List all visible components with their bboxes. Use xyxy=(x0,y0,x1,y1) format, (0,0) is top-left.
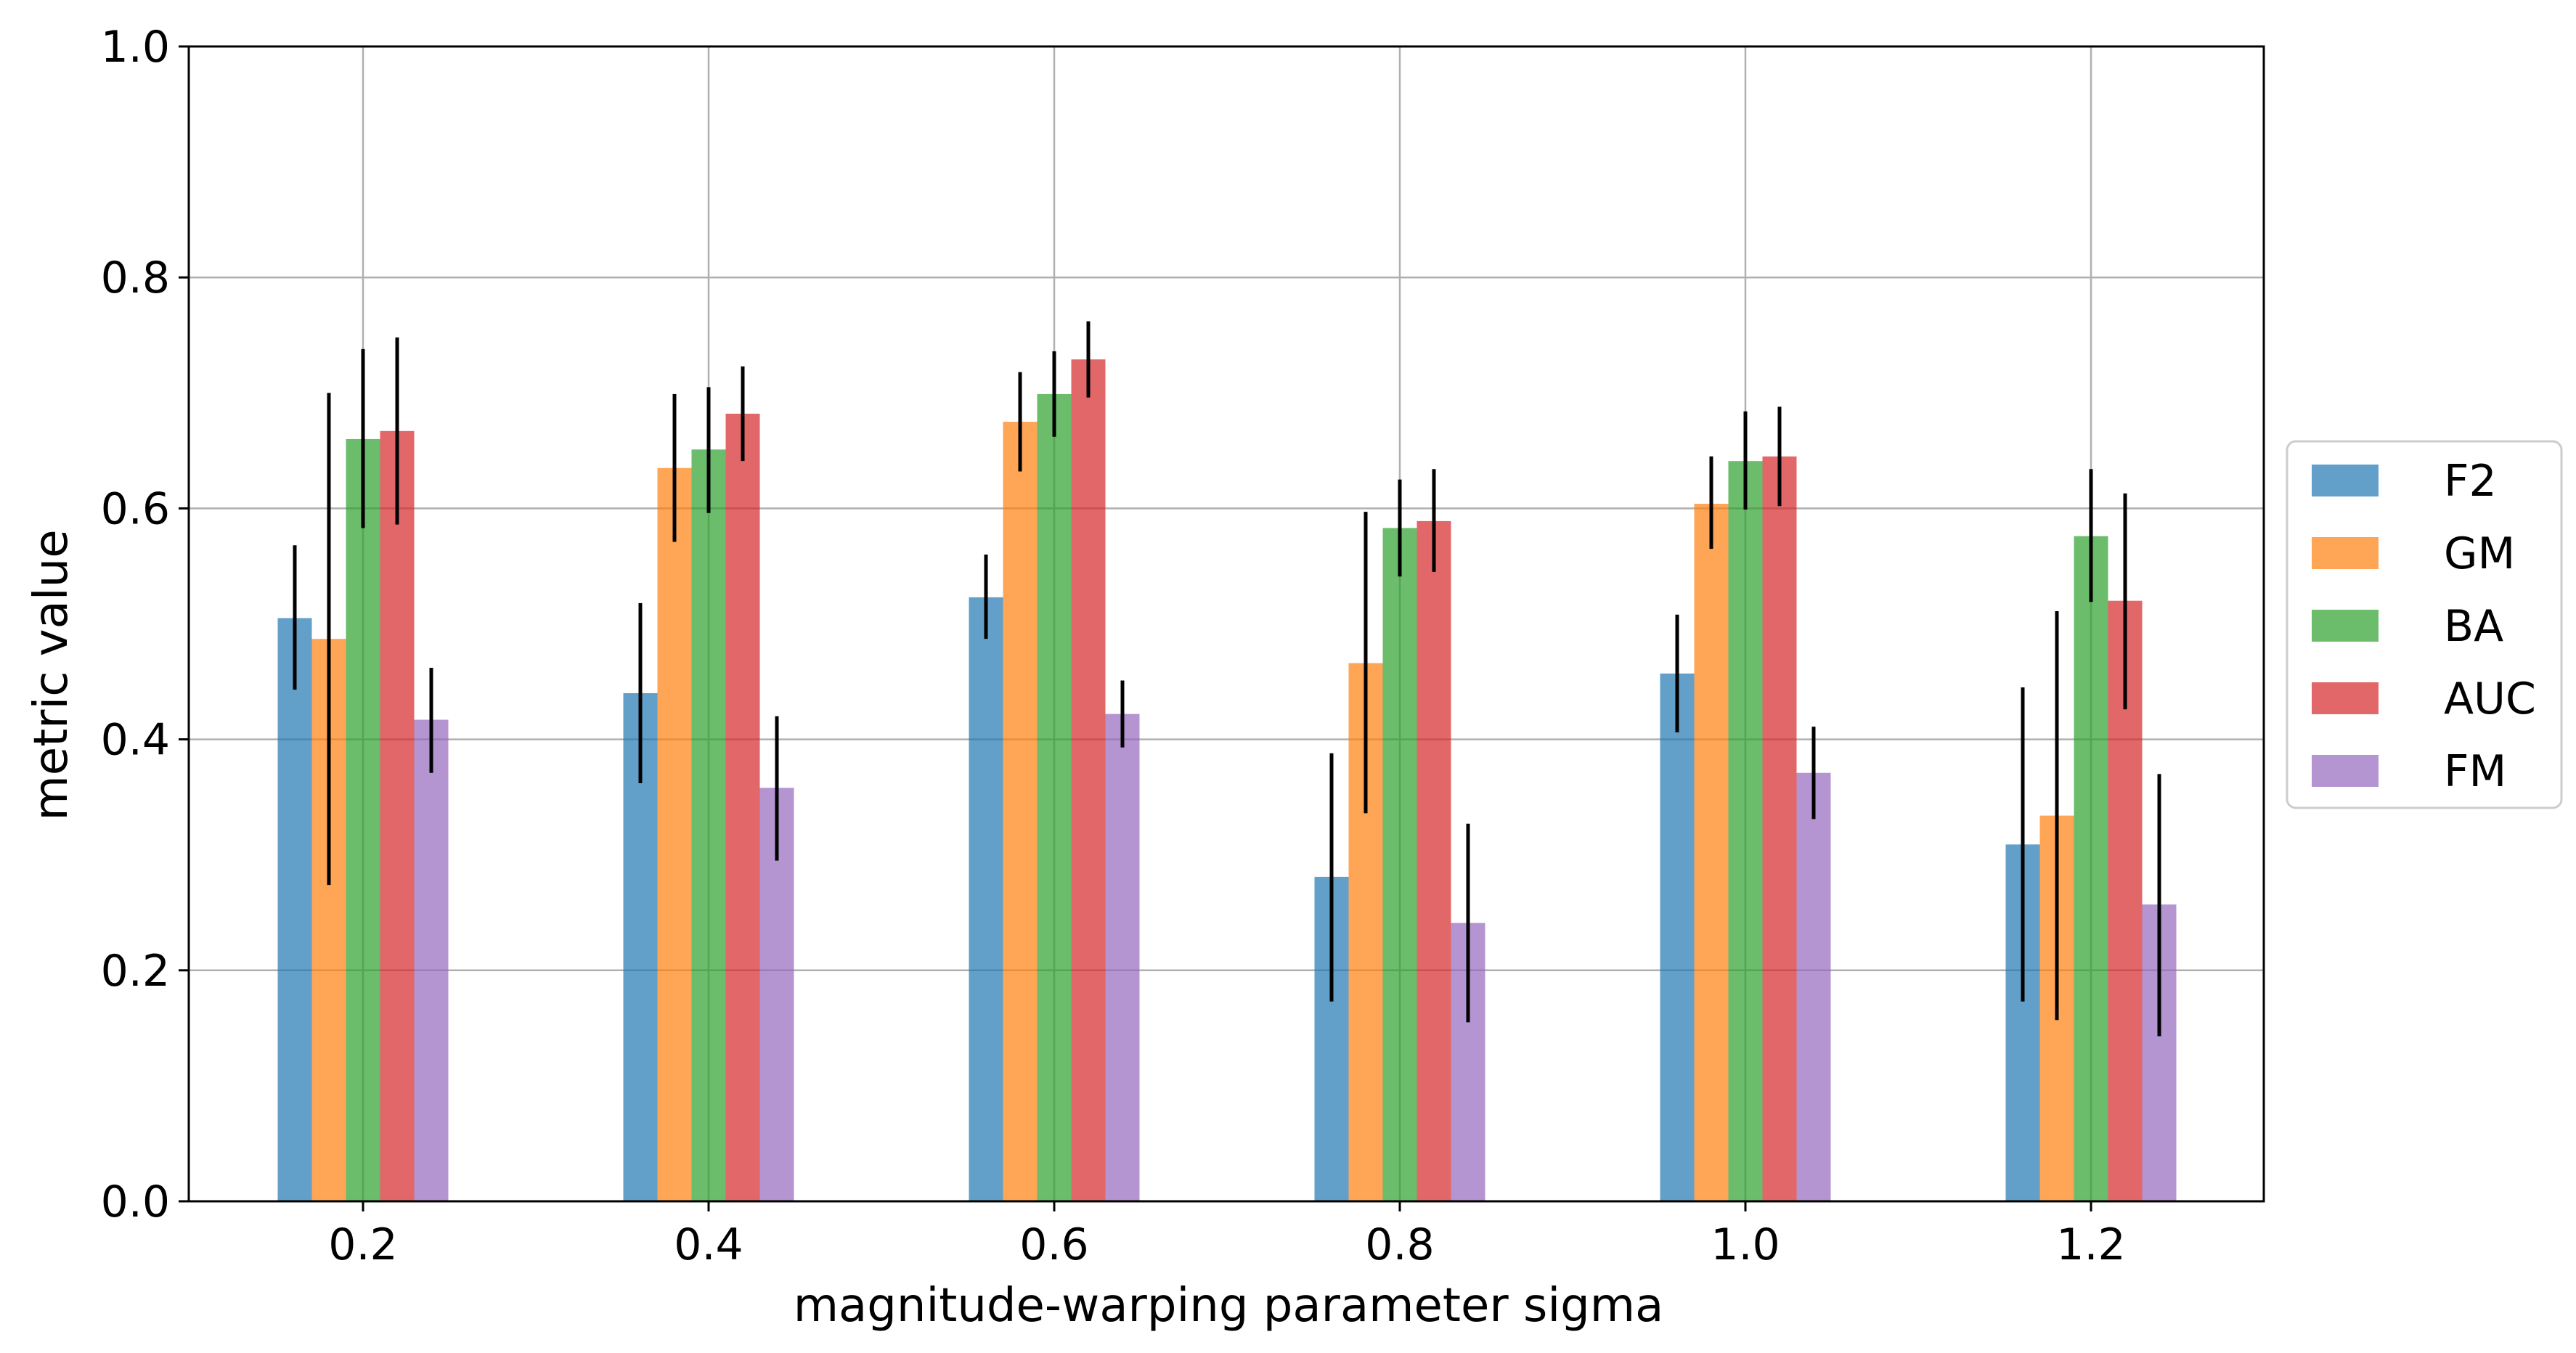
bar-ba xyxy=(1037,393,1072,1201)
error-bars xyxy=(293,321,2161,1037)
x-tick-label: 1.0 xyxy=(1711,1219,1780,1270)
y-tick-label: 0.8 xyxy=(101,253,170,303)
legend-label-fm: FM xyxy=(2444,746,2506,797)
bar-ba xyxy=(2074,536,2108,1201)
legend: F2 GM BA AUC FM xyxy=(2286,440,2563,809)
x-tick-label: 0.8 xyxy=(1365,1219,1434,1270)
legend-swatch-gm xyxy=(2312,537,2379,569)
y-tick-label: 0.0 xyxy=(101,1177,170,1227)
axis-ticks: 0.0 0.2 0.4 0.6 0.8 1.0 0.2 0.4 0.6 0.8 1.0 1.2 xyxy=(101,22,2126,1270)
x-tick-label: 0.6 xyxy=(1019,1219,1088,1270)
legend-swatch-fm xyxy=(2312,755,2379,787)
bar-ba xyxy=(691,449,726,1201)
bar-fm xyxy=(1105,714,1140,1201)
bar-f2 xyxy=(969,597,1003,1201)
plot-frame xyxy=(187,45,2265,1203)
grid-lines xyxy=(189,46,2264,1201)
bar-auc xyxy=(725,413,760,1201)
bar-fm xyxy=(1796,772,1831,1201)
bar-f2 xyxy=(277,618,312,1201)
y-tick-label: 0.6 xyxy=(101,483,170,534)
bar-auc xyxy=(1071,359,1106,1201)
legend-label-auc: AUC xyxy=(2444,674,2536,724)
y-axis-title: metric value xyxy=(25,529,78,820)
legend-label-gm: GM xyxy=(2444,528,2515,579)
legend-box xyxy=(2286,440,2563,809)
legend-label-ba: BA xyxy=(2444,601,2503,652)
bar-gm xyxy=(1694,504,1729,1201)
legend-swatch-f2 xyxy=(2312,465,2379,496)
bar-auc xyxy=(1417,520,1451,1201)
y-tick-label: 1.0 xyxy=(101,22,170,73)
x-axis-title: magnitude-warping parameter sigma xyxy=(794,1279,1664,1333)
x-tick-label: 0.2 xyxy=(328,1219,397,1270)
bar-ba xyxy=(1728,461,1763,1201)
y-tick-label: 0.4 xyxy=(101,715,170,766)
bars xyxy=(277,359,2177,1202)
y-tick-label: 0.2 xyxy=(101,946,170,997)
bar-auc xyxy=(380,430,415,1201)
bar-ba xyxy=(1382,528,1417,1201)
x-tick-label: 0.4 xyxy=(674,1219,743,1270)
x-tick-label: 1.2 xyxy=(2056,1219,2125,1270)
bar-f2 xyxy=(1660,673,1695,1201)
legend-label-f2: F2 xyxy=(2444,456,2497,507)
bar-ba xyxy=(346,438,380,1202)
legend-swatch-auc xyxy=(2312,682,2379,714)
legend-swatch-ba xyxy=(2312,610,2379,642)
bar-auc xyxy=(1762,456,1797,1202)
bar-gm xyxy=(1003,422,1038,1202)
bar-gm xyxy=(657,467,692,1201)
bar-fm xyxy=(414,719,449,1201)
